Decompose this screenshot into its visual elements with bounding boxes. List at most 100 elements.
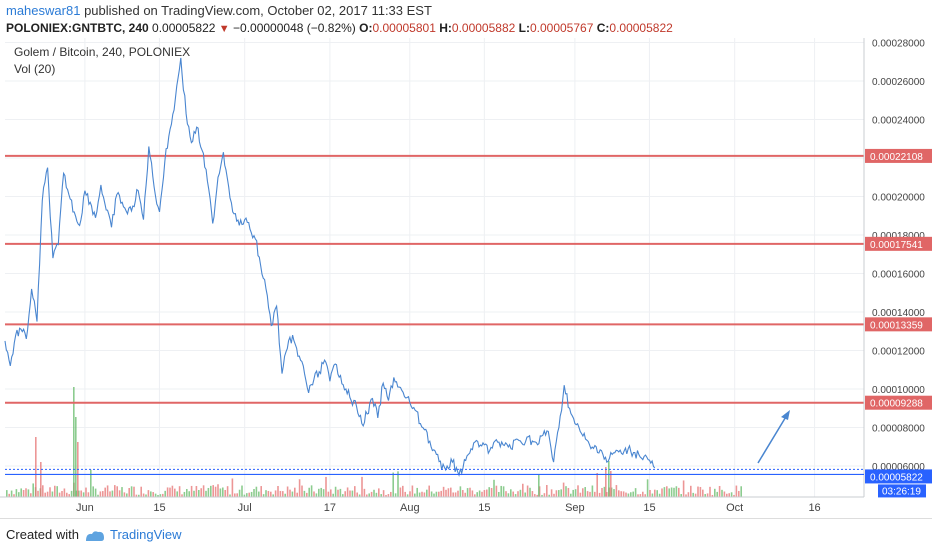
volume-bar <box>529 487 531 497</box>
volume-bar <box>234 493 236 497</box>
resistance-tag-label: 0.00017541 <box>870 240 923 251</box>
symbol-label: POLONIEX:GNTBTC, 240 <box>6 21 149 35</box>
volume-bar <box>534 494 536 497</box>
volume-bar <box>313 491 315 497</box>
volume-bar <box>90 469 92 497</box>
volume-bar <box>483 490 486 497</box>
volume-bar <box>663 487 666 497</box>
author-link[interactable]: maheswar81 <box>6 3 81 18</box>
price-axis[interactable] <box>864 38 932 518</box>
volume-bar <box>246 493 248 497</box>
volume-bar <box>222 487 224 497</box>
volume-bar <box>454 492 457 497</box>
tradingview-logo-icon <box>86 531 104 541</box>
volume-bar <box>546 485 548 497</box>
volume-bar <box>238 489 241 497</box>
volume-bar <box>459 486 462 497</box>
footer: Created with TradingView <box>0 518 932 551</box>
volume-bar <box>10 490 13 497</box>
volume-bar <box>274 490 277 497</box>
volume-bar <box>198 490 200 497</box>
volume-bar <box>54 485 56 497</box>
volume-bar <box>159 494 162 497</box>
volume-bar <box>673 487 675 497</box>
volume-bar <box>428 485 430 497</box>
tradingview-link[interactable]: TradingView <box>110 527 182 542</box>
volume-bar <box>723 491 726 497</box>
volume-bar <box>330 489 332 497</box>
volume-bar <box>106 485 109 497</box>
volume-bar <box>164 490 166 497</box>
price-chart[interactable]: 0.00006000 0.00008000 0.00010000 0.00012000… <box>0 0 932 518</box>
volume-bar <box>337 489 339 497</box>
volume-bar <box>265 490 267 497</box>
volume-bar <box>735 485 738 497</box>
volume-bar <box>642 491 644 497</box>
countdown-box <box>878 484 926 498</box>
volume-bar <box>236 493 238 497</box>
volume-bar <box>531 491 534 497</box>
volume-bar <box>421 491 423 497</box>
volume-bar <box>102 491 104 497</box>
volume-bar <box>495 485 498 497</box>
volume-bar <box>550 489 553 497</box>
volume-bar <box>210 485 212 497</box>
volume-bar <box>166 487 169 497</box>
chart-legend-title: Golem / Bitcoin, 240, POLONIEX <box>14 45 191 59</box>
volume-bar <box>390 491 392 497</box>
volume-bar <box>66 492 68 497</box>
volume-bar <box>512 491 514 497</box>
volume-bar <box>346 487 349 497</box>
volume-bar <box>200 488 202 497</box>
volume-bar <box>354 486 356 497</box>
volume-bar <box>174 488 176 497</box>
resistance-tag <box>865 236 932 251</box>
volume-bar <box>649 489 651 497</box>
volume-bar <box>678 487 680 497</box>
volume-bar <box>598 492 601 497</box>
volume-bars <box>6 387 742 497</box>
current-price-tag: 0.00005822 03:26:19 <box>5 469 932 498</box>
volume-bar <box>195 486 198 497</box>
volume-bar <box>589 491 591 497</box>
volume-bar <box>651 493 654 497</box>
volume-bar <box>447 488 450 497</box>
volume-bar <box>188 491 190 497</box>
chart-background <box>0 38 932 518</box>
volume-bar <box>229 494 231 497</box>
volume-bar <box>46 491 49 497</box>
volume-bar <box>471 490 474 497</box>
volume-bar <box>30 493 32 497</box>
volume-bar <box>567 487 570 497</box>
open-label: O: <box>359 21 373 35</box>
volume-bar <box>442 486 445 497</box>
volume-bar <box>596 473 598 497</box>
volume-bar <box>718 485 721 497</box>
volume-bar <box>318 488 320 497</box>
high-label: H: <box>439 21 452 35</box>
volume-bar <box>130 486 133 497</box>
volume-bar <box>284 493 286 497</box>
volume-bar <box>176 491 178 497</box>
volume-bar <box>181 494 183 497</box>
volume-bar <box>217 484 219 497</box>
volume-bar <box>404 491 406 497</box>
volume-bar <box>699 486 702 497</box>
volume-bar <box>466 488 469 497</box>
x-tick-label: Jul <box>238 502 252 514</box>
price-change: −0.00000048 (−0.82%) <box>233 21 356 35</box>
volume-bar <box>618 490 620 497</box>
volume-bar <box>109 491 111 497</box>
x-tick-labels[interactable]: Jun 15 Jul 17 Aug 15 Sep 15 Oct 16 <box>76 502 821 514</box>
volume-bar <box>147 490 150 497</box>
volume-bar <box>579 492 582 497</box>
volume-bar <box>303 490 306 497</box>
volume-bar <box>536 494 538 497</box>
y-tick-label: 0.00028000 <box>872 39 925 50</box>
volume-bar <box>584 487 586 497</box>
volume-bar <box>277 485 279 497</box>
resistance-tag-label: 0.00022108 <box>870 152 923 163</box>
volume-bar <box>104 487 106 497</box>
volume-bar <box>202 485 205 497</box>
volume-bar <box>97 494 99 497</box>
